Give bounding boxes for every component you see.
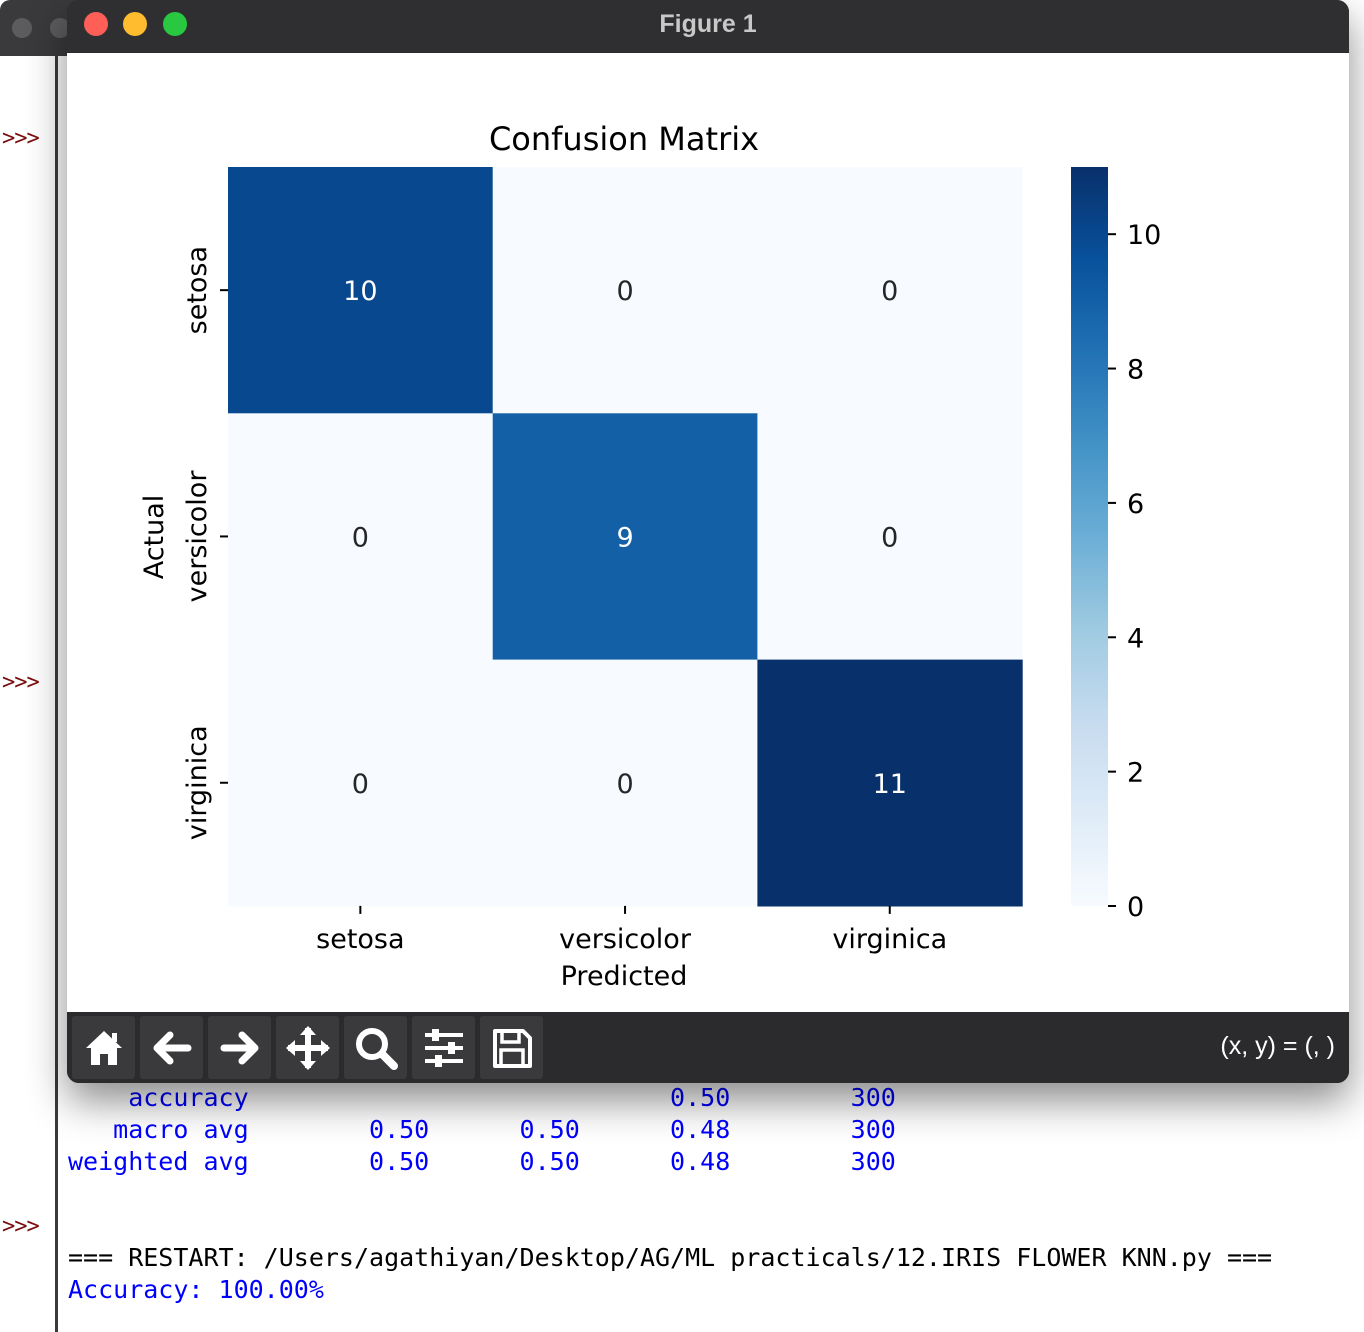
home-button[interactable]	[72, 1016, 135, 1079]
shell-prompt: >>>	[2, 1214, 40, 1239]
colorbar-tick-label: 10	[1127, 220, 1161, 251]
heatmap-cell	[492, 659, 758, 907]
shell-minimize-icon[interactable]	[50, 18, 70, 38]
shell-prompt: >>>	[2, 126, 40, 151]
floppy-disk-icon	[492, 1028, 532, 1068]
configure-subplots-button[interactable]	[412, 1016, 475, 1079]
y-tick-label: setosa	[182, 246, 213, 334]
report-row: macro avg 0.50 0.50 0.48 300	[68, 1115, 896, 1144]
chart-title: Confusion Matrix	[489, 120, 759, 158]
save-figure-button[interactable]	[480, 1016, 543, 1079]
window-title: Figure 1	[659, 10, 757, 38]
x-axis-ticks: setosa versicolor virginica	[316, 905, 947, 955]
cell-value-label: 11	[873, 769, 907, 800]
y-axis-label: Actual	[139, 495, 170, 580]
heatmap-cell	[757, 167, 1023, 414]
y-tick-label: versicolor	[182, 470, 213, 603]
zoom-button[interactable]	[344, 1016, 407, 1079]
heatmap-cell	[228, 413, 494, 661]
x-tick-label: setosa	[316, 924, 404, 955]
heatmap-cell	[757, 413, 1023, 661]
report-row: accuracy 0.50 300	[68, 1083, 896, 1112]
arrow-right-icon	[220, 1031, 258, 1064]
home-icon	[85, 1030, 122, 1065]
heatmap-cells: 10 0 0 0 9 0 0 0 11	[228, 167, 1023, 907]
heatmap-cell	[228, 659, 494, 907]
colorbar-tick-label: 2	[1127, 758, 1144, 789]
figure-window: Figure 1 Confusion Matrix 10 0 0 0 9 0 0 0 11 s	[67, 0, 1349, 1083]
y-axis-ticks: setosa versicolor virginica	[182, 246, 228, 840]
colorbar-tick-label: 6	[1127, 489, 1144, 520]
cell-value-label: 0	[352, 522, 369, 553]
colorbar-tick-label: 4	[1127, 623, 1144, 654]
cell-value-label: 10	[343, 276, 377, 307]
colorbar-tick-label: 0	[1127, 892, 1144, 923]
arrow-left-icon	[153, 1031, 191, 1064]
confusion-matrix-chart: Confusion Matrix 10 0 0 0 9 0 0 0 11 setosa versi…	[139, 120, 1161, 992]
cell-value-label: 0	[616, 276, 633, 307]
shell-close-icon[interactable]	[12, 18, 32, 38]
shell-divider	[55, 56, 58, 1332]
cell-value-label: 0	[881, 522, 898, 553]
navigation-toolbar: (x, y) = (, )	[67, 1012, 1349, 1083]
colorbar-tick-label: 8	[1127, 355, 1144, 386]
sliders-icon	[424, 1028, 463, 1067]
move-icon	[285, 1025, 330, 1070]
window-titlebar: Figure 1	[67, 0, 1349, 52]
back-button[interactable]	[140, 1016, 203, 1079]
x-tick-label: versicolor	[559, 924, 692, 955]
colorbar-ticks: 0 2 4 6 8 10	[1108, 220, 1161, 923]
close-window-icon[interactable]	[84, 12, 108, 36]
cursor-coordinates: (x, y) = (, )	[1220, 1032, 1335, 1060]
x-tick-label: virginica	[832, 924, 947, 955]
heatmap-cell	[228, 167, 494, 414]
colorbar	[1071, 167, 1108, 906]
x-axis-label: Predicted	[561, 961, 688, 992]
figure-canvas[interactable]: Confusion Matrix 10 0 0 0 9 0 0 0 11 setosa versi…	[67, 53, 1349, 1012]
cell-value-label: 0	[616, 769, 633, 800]
minimize-window-icon[interactable]	[123, 12, 147, 36]
zoom-window-icon[interactable]	[163, 12, 187, 36]
heatmap-cell	[757, 659, 1023, 907]
forward-button[interactable]	[208, 1016, 271, 1079]
cell-value-label: 0	[881, 276, 898, 307]
heatmap-cell	[492, 413, 758, 661]
cell-value-label: 0	[352, 769, 369, 800]
pan-button[interactable]	[276, 1016, 339, 1079]
report-row: weighted avg 0.50 0.50 0.48 300	[68, 1147, 896, 1176]
magnifier-icon	[355, 1027, 398, 1070]
y-tick-label: virginica	[182, 725, 213, 840]
shell-prompt: >>>	[2, 670, 40, 695]
heatmap-cell	[492, 167, 758, 414]
cell-value-label: 9	[616, 522, 633, 553]
shell-gutter: >>> >>> >>>	[0, 56, 56, 1332]
restart-line: === RESTART: /Users/agathiyan/Desktop/AG…	[68, 1243, 1273, 1272]
accuracy-output: Accuracy: 100.00%	[68, 1275, 324, 1304]
